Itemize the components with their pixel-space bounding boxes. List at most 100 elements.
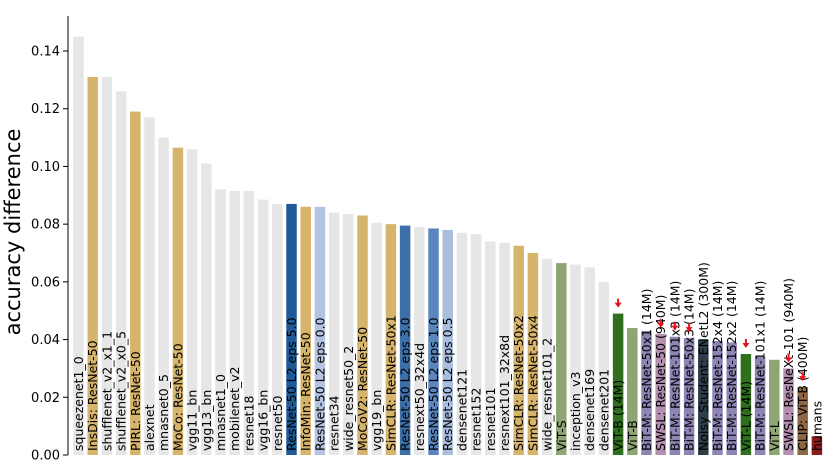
bar bbox=[343, 214, 354, 455]
bar bbox=[158, 137, 169, 456]
bar bbox=[357, 215, 368, 455]
y-tick-label: 0.14 bbox=[31, 45, 60, 60]
bar-label: SimCLR: ResNet-50x1 bbox=[383, 315, 398, 451]
down-arrow-icon bbox=[742, 343, 750, 348]
bar bbox=[669, 336, 681, 455]
bar-label: ViT-B (14M) bbox=[611, 380, 626, 451]
bar-label: resnet101 bbox=[483, 388, 498, 451]
bar bbox=[314, 206, 326, 455]
bar bbox=[73, 36, 84, 455]
bar bbox=[612, 313, 624, 455]
bar-label: densenet169 bbox=[582, 369, 597, 451]
bar bbox=[683, 338, 695, 455]
bar-label: CLIP: ViT-B (400M) bbox=[795, 337, 810, 451]
bar-label: shufflenet_v2_x1_1 bbox=[99, 331, 114, 451]
bar bbox=[754, 356, 766, 455]
bar-label: shufflenet_v2_x0_5 bbox=[114, 331, 129, 451]
bar-label: resnext50_32x4d bbox=[412, 343, 427, 451]
bar bbox=[470, 234, 482, 455]
bar-label: SWSL: ResNet-50 (940M) bbox=[653, 295, 668, 451]
y-tick-label: 0.08 bbox=[31, 218, 60, 233]
bar-label: SWSL: ResNeXt-101 (940M) bbox=[781, 278, 796, 451]
bar bbox=[257, 199, 269, 455]
bar-label: resnet152 bbox=[469, 388, 484, 451]
bar-label: PIRL: ResNet-50 bbox=[128, 351, 143, 451]
bar bbox=[186, 149, 198, 455]
bar-label: vgg13_bn bbox=[199, 390, 214, 451]
y-tick-label: 0.06 bbox=[31, 275, 60, 290]
bar-label: MoCoV2: ResNet-50 bbox=[355, 327, 370, 451]
bar bbox=[385, 224, 397, 455]
bar bbox=[115, 91, 127, 456]
bar bbox=[570, 264, 581, 455]
down-arrow-icon bbox=[657, 322, 665, 328]
bar bbox=[428, 228, 439, 455]
bar-label: vgg16_bn bbox=[256, 390, 271, 451]
bar bbox=[527, 253, 539, 455]
y-tick-label: 0.12 bbox=[31, 102, 60, 117]
bar-label: ViT-S bbox=[554, 420, 569, 451]
bar bbox=[641, 330, 652, 455]
bar bbox=[215, 189, 226, 455]
bars-group bbox=[73, 36, 823, 456]
bar bbox=[229, 190, 240, 455]
bar bbox=[712, 341, 723, 455]
bar bbox=[414, 227, 425, 455]
bar-label: wide_resnet50_2 bbox=[341, 346, 356, 451]
bar-label: ResNet-50 L2 eps 1.0 bbox=[426, 317, 441, 451]
bar-label: resnet34 bbox=[327, 395, 342, 451]
bar-label: InfoMin: ResNet-50 bbox=[298, 332, 313, 451]
arrows-group bbox=[614, 298, 807, 382]
bar bbox=[655, 333, 666, 455]
bar-label: resnext101_32x8d bbox=[497, 335, 512, 451]
bar-label: InsDis: ResNet-50 bbox=[85, 340, 100, 451]
bar bbox=[783, 368, 794, 455]
bar-label: Noisy Student: ENetL2 (300M) bbox=[696, 262, 711, 451]
down-arrow-icon bbox=[799, 376, 807, 382]
bar bbox=[499, 242, 510, 455]
bar bbox=[513, 245, 524, 455]
down-arrow-icon bbox=[614, 302, 622, 308]
bar bbox=[272, 203, 283, 455]
bar bbox=[328, 212, 340, 455]
bar-label: humans bbox=[809, 401, 824, 451]
y-tick-label: 0.00 bbox=[31, 449, 60, 461]
bar-label: vgg11_bn bbox=[185, 390, 200, 451]
bar bbox=[144, 117, 155, 455]
bar-label: inception_v3 bbox=[568, 372, 583, 451]
bar-label: BiT-M: ResNet-152x4 (14M) bbox=[710, 281, 725, 451]
bar bbox=[485, 241, 496, 455]
bar-label: resnet50 bbox=[270, 395, 285, 451]
bar-label: ResNet-50 L2 eps 0.0 bbox=[312, 317, 327, 451]
bar bbox=[101, 76, 113, 455]
y-axis: 0.00 0.02 0.04 0.06 0.08 0.10 0.12 0.14 bbox=[31, 45, 68, 461]
y-tick-label: 0.02 bbox=[31, 391, 60, 406]
bar bbox=[286, 203, 297, 455]
bar bbox=[456, 232, 468, 455]
bar-label: vgg19_bn bbox=[369, 390, 384, 451]
bar bbox=[811, 436, 823, 455]
bar-label: mnasnet1_0 bbox=[213, 374, 228, 451]
bar-label: wide_resnet101_2 bbox=[540, 338, 555, 451]
bar-label: mnasnet0_5 bbox=[156, 374, 171, 451]
bar bbox=[584, 267, 595, 455]
down-arrow-icon bbox=[685, 327, 693, 333]
bar-label: resnet18 bbox=[241, 395, 256, 451]
bar bbox=[598, 281, 610, 455]
bar-label: alexnet bbox=[142, 404, 157, 451]
bar bbox=[130, 111, 141, 455]
bar-label: BiT-M: ResNet-50x3 (14M) bbox=[682, 289, 697, 451]
bar bbox=[201, 163, 212, 456]
bar bbox=[399, 225, 411, 455]
bar bbox=[740, 354, 752, 455]
bar bbox=[371, 222, 382, 455]
y-tick-label: 0.04 bbox=[31, 333, 60, 348]
bar-label: ViT-L (14M) bbox=[738, 381, 753, 451]
bar-label: BiT-M: ResNet-101x3 (14M) bbox=[667, 281, 682, 451]
bar bbox=[698, 339, 709, 455]
down-arrow-icon bbox=[785, 357, 792, 363]
bar-label: SimCLR: ResNet-50x2 bbox=[511, 315, 526, 451]
bar bbox=[627, 328, 638, 455]
bar bbox=[556, 263, 567, 455]
bar bbox=[243, 190, 255, 455]
